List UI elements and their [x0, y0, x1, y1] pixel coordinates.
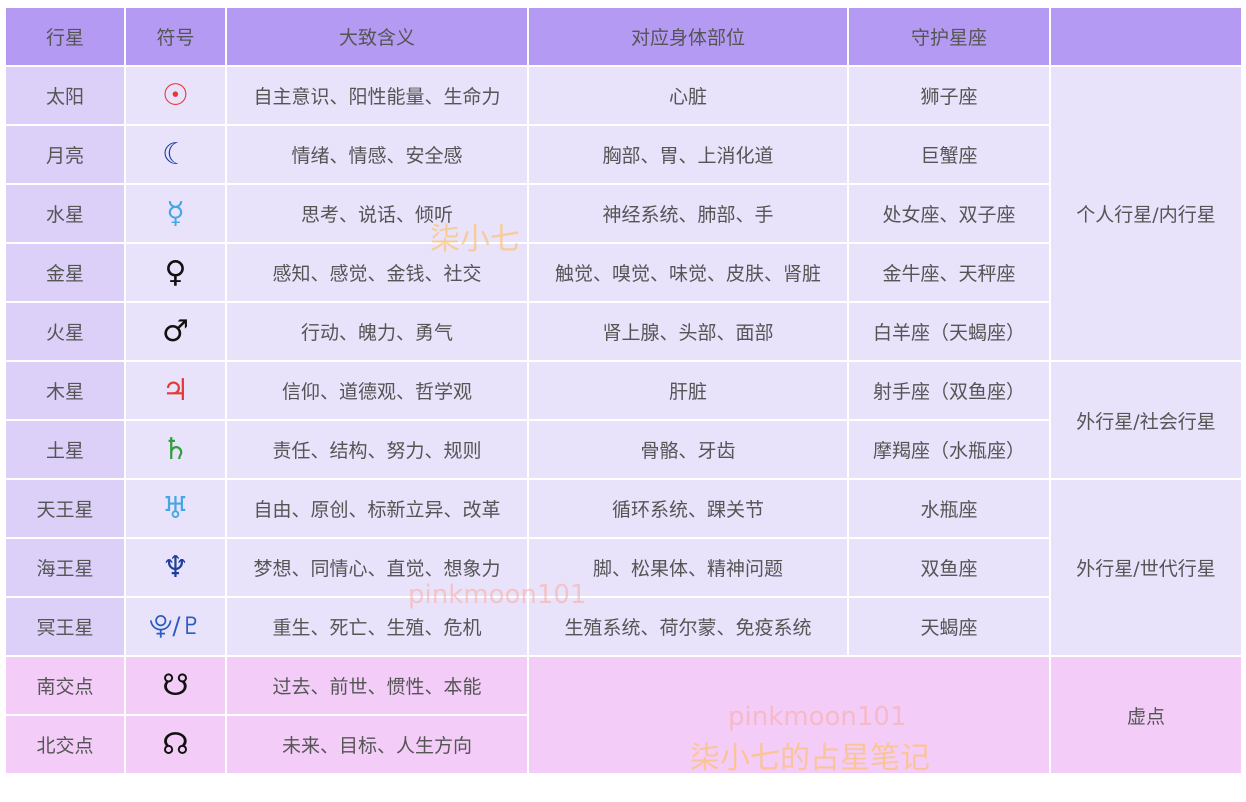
planet-name: 金星	[6, 244, 124, 301]
planet-group: 个人行星/内行星	[1051, 67, 1241, 360]
planet-symbol-cell: ☋	[126, 657, 225, 714]
planet-name: 木星	[6, 362, 124, 419]
planet-symbol-icon: ♆	[162, 549, 189, 585]
body-part: 心脏	[529, 67, 847, 124]
table-row: 火星 ♂ 行动、魄力、勇气 肾上腺、头部、面部 白羊座（天蝎座）	[6, 303, 1241, 360]
meaning: 重生、死亡、生殖、危机	[227, 598, 527, 655]
table-row: 金星 ♀ 感知、感觉、金钱、社交 触觉、嗅觉、味觉、皮肤、肾脏 金牛座、天秤座	[6, 244, 1241, 301]
table-row: 水星 ☿ 思考、说话、倾听 神经系统、肺部、手 处女座、双子座	[6, 185, 1241, 242]
header-group	[1051, 8, 1241, 65]
header-symbol: 符号	[126, 8, 225, 65]
planet-symbol-cell: ⯓/♇	[126, 598, 225, 655]
ruling-sign: 摩羯座（水瓶座）	[849, 421, 1049, 478]
ruling-sign: 金牛座、天秤座	[849, 244, 1049, 301]
body-part: 肾上腺、头部、面部	[529, 303, 847, 360]
meaning: 思考、说话、倾听	[227, 185, 527, 242]
planet-symbol-icon: ♀	[164, 254, 187, 290]
body-part: 神经系统、肺部、手	[529, 185, 847, 242]
body-part: 生殖系统、荷尔蒙、免疫系统	[529, 598, 847, 655]
table-row: 南交点 ☋ 过去、前世、惯性、本能 虚点	[6, 657, 1241, 773]
meaning: 过去、前世、惯性、本能	[227, 657, 527, 714]
planet-name: 南交点	[6, 657, 124, 714]
header-planet: 行星	[6, 8, 124, 65]
planet-symbol-icon: ☾	[162, 136, 189, 172]
ruling-sign: 处女座、双子座	[849, 185, 1049, 242]
ruling-sign: 狮子座	[849, 67, 1049, 124]
planet-name: 海王星	[6, 539, 124, 596]
ruling-sign: 巨蟹座	[849, 126, 1049, 183]
table-row: 北交点 ☊ 未来、目标、人生方向	[6, 716, 1241, 773]
planet-symbol-cell: ♄	[126, 421, 225, 478]
planet-name: 天王星	[6, 480, 124, 537]
planet-symbol-cell: ♆	[126, 539, 225, 596]
header-meaning: 大致含义	[227, 8, 527, 65]
meaning: 信仰、道德观、哲学观	[227, 362, 527, 419]
planet-symbol-cell: ♂	[126, 303, 225, 360]
table-row: 海王星 ♆ 梦想、同情心、直觉、想象力 脚、松果体、精神问题 双鱼座	[6, 539, 1241, 596]
planet-symbol-icon: ☉	[162, 77, 189, 113]
planet-symbol-cell: ♅	[126, 480, 225, 537]
ruling-sign: 射手座（双鱼座）	[849, 362, 1049, 419]
planet-symbol-cell: ☉	[126, 67, 225, 124]
planet-name: 土星	[6, 421, 124, 478]
planet-name: 北交点	[6, 716, 124, 773]
planet-group: 外行星/世代行星	[1051, 480, 1241, 655]
planet-symbol-cell: ☿	[126, 185, 225, 242]
meaning: 情绪、情感、安全感	[227, 126, 527, 183]
meaning: 未来、目标、人生方向	[227, 716, 527, 773]
table-row: 木星 ♃ 信仰、道德观、哲学观 肝脏 射手座（双鱼座） 外行星/社会行星	[6, 362, 1241, 478]
header-ruler: 守护星座	[849, 8, 1049, 65]
body-part: 胸部、胃、上消化道	[529, 126, 847, 183]
ruling-sign: 天蝎座	[849, 598, 1049, 655]
meaning: 梦想、同情心、直觉、想象力	[227, 539, 527, 596]
table-row: 冥王星 ⯓/♇ 重生、死亡、生殖、危机 生殖系统、荷尔蒙、免疫系统 天蝎座	[6, 598, 1241, 655]
planet-symbol-icon: ☊	[162, 726, 189, 762]
body-part: 骨骼、牙齿	[529, 421, 847, 478]
body-part: 循环系统、踝关节	[529, 480, 847, 537]
table-row: 天王星 ♅ 自由、原创、标新立异、改革 循环系统、踝关节 水瓶座 外行星/世代行星	[6, 480, 1241, 655]
planet-symbol-cell: ♃	[126, 362, 225, 419]
planet-symbol-icon: ⯓/♇	[148, 612, 203, 640]
table-row: 土星 ♄ 责任、结构、努力、规则 骨骼、牙齿 摩羯座（水瓶座）	[6, 421, 1241, 478]
planet-symbol-icon: ♂	[162, 313, 189, 349]
planet-name: 水星	[6, 185, 124, 242]
planet-name: 冥王星	[6, 598, 124, 655]
planet-name: 火星	[6, 303, 124, 360]
header-row: 行星 符号 大致含义 对应身体部位 守护星座	[6, 8, 1241, 65]
meaning: 行动、魄力、勇气	[227, 303, 527, 360]
planet-symbol-icon: ☋	[162, 667, 189, 703]
planet-table: 行星 符号 大致含义 对应身体部位 守护星座 太阳 ☉ 自主意识、阳性能量、生命力心…	[4, 6, 1243, 775]
ruling-sign: 白羊座（天蝎座）	[849, 303, 1049, 360]
planet-name: 月亮	[6, 126, 124, 183]
planet-symbol-cell: ☾	[126, 126, 225, 183]
meaning: 责任、结构、努力、规则	[227, 421, 527, 478]
planet-name: 太阳	[6, 67, 124, 124]
planet-symbol-icon: ♅	[162, 490, 189, 526]
body-part: 脚、松果体、精神问题	[529, 539, 847, 596]
body-part: 肝脏	[529, 362, 847, 419]
table-row: 月亮 ☾ 情绪、情感、安全感 胸部、胃、上消化道 巨蟹座	[6, 126, 1241, 183]
empty-node-cell	[529, 657, 1049, 773]
header-body-part: 对应身体部位	[529, 8, 847, 65]
body-part: 触觉、嗅觉、味觉、皮肤、肾脏	[529, 244, 847, 301]
planet-symbol-cell: ☊	[126, 716, 225, 773]
planet-symbol-icon: ♄	[162, 431, 189, 467]
planet-group: 外行星/社会行星	[1051, 362, 1241, 478]
planet-group: 虚点	[1051, 657, 1241, 773]
table-row: 太阳 ☉ 自主意识、阳性能量、生命力 心脏 狮子座 个人行星/内行星	[6, 67, 1241, 360]
planet-symbol-icon: ☿	[166, 195, 185, 231]
ruling-sign: 水瓶座	[849, 480, 1049, 537]
ruling-sign: 双鱼座	[849, 539, 1049, 596]
planet-symbol-cell: ♀	[126, 244, 225, 301]
planet-symbol-icon: ♃	[162, 372, 189, 408]
meaning: 自主意识、阳性能量、生命力	[227, 67, 527, 124]
meaning: 自由、原创、标新立异、改革	[227, 480, 527, 537]
meaning: 感知、感觉、金钱、社交	[227, 244, 527, 301]
